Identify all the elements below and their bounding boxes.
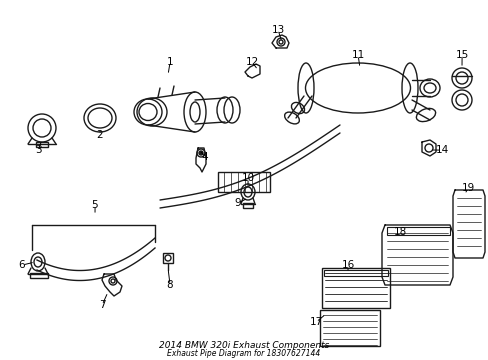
Text: 19: 19 [461,183,474,193]
Text: 3: 3 [35,145,41,155]
Text: 9: 9 [234,198,241,208]
Text: 11: 11 [351,50,364,60]
Text: 5: 5 [92,200,98,210]
Bar [30,273,48,278]
Circle shape [199,151,203,155]
Text: 17: 17 [309,317,322,327]
Text: 15: 15 [454,50,468,60]
Text: 13: 13 [271,25,284,35]
Circle shape [279,40,283,44]
Text: 1: 1 [166,57,173,67]
Text: 16: 16 [341,260,354,270]
Text: 12: 12 [245,57,258,67]
Text: 10: 10 [241,173,254,183]
Text: 2014 BMW 320i Exhaust Components: 2014 BMW 320i Exhaust Components [159,341,328,350]
Text: 8: 8 [166,280,173,290]
Bar [319,310,379,346]
Bar [321,268,389,308]
Text: 7: 7 [99,300,105,310]
Bar [324,270,387,276]
Text: 6: 6 [19,260,25,270]
Bar [243,203,252,208]
Bar [163,253,173,263]
Text: 2: 2 [97,130,103,140]
Bar [218,172,269,192]
Text: Exhaust Pipe Diagram for 18307627144: Exhaust Pipe Diagram for 18307627144 [167,350,320,359]
Circle shape [111,279,115,283]
Bar [386,227,449,235]
Text: 4: 4 [201,152,208,162]
Text: 18: 18 [392,227,406,237]
Bar [36,142,48,147]
Text: 14: 14 [434,145,447,155]
